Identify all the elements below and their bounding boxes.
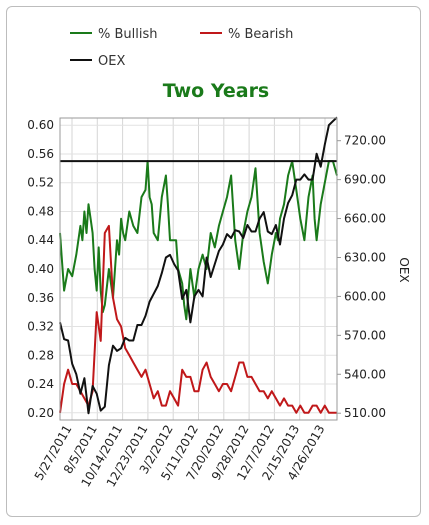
y-left-tick-label: 0.24 [27, 377, 54, 391]
legend-label-oex: OEX [98, 54, 125, 69]
series-line-bearish [59, 224, 337, 414]
y-left-tick-label: 0.28 [27, 348, 54, 362]
y-left-tick-label: 0.56 [27, 147, 54, 161]
y-right-tick-label: 600.00 [344, 289, 386, 303]
legend-label-bearish: % Bearish [228, 27, 293, 42]
series-line-oex [59, 116, 338, 415]
y-left-tick-label: 0.60 [27, 118, 54, 132]
y-right-tick-label: 510.00 [344, 406, 386, 420]
right-axis-title: OEX [397, 257, 411, 282]
series-line-bullish [59, 160, 338, 321]
legend: % Bullish % Bearish OEX [70, 27, 293, 69]
legend-label-bullish: % Bullish [98, 27, 158, 42]
y-left-tick-label: 0.48 [27, 204, 54, 218]
y-left-tick-label: 0.20 [27, 406, 54, 420]
series-layer [59, 116, 338, 415]
y-right-tick-label: 570.00 [344, 328, 386, 342]
y-left-tick-label: 0.32 [27, 320, 54, 334]
chart-title: Two Years [163, 80, 270, 102]
right-axis: 720.00 690.00 660.00 630.00 600.00 570.00 540.… [337, 134, 386, 420]
y-right-tick-label: 630.00 [344, 250, 386, 264]
x-axis: 5/27/20118/5/201110/14/201112/23/20113/2… [32, 423, 328, 490]
y-right-tick-label: 540.00 [344, 367, 386, 381]
y-left-tick-label: 0.36 [27, 291, 54, 305]
y-left-tick-label: 0.52 [27, 176, 54, 190]
y-right-tick-label: 720.00 [344, 134, 386, 148]
y-right-tick-label: 660.00 [344, 212, 386, 226]
plot-border [59, 117, 338, 421]
y-left-tick-label: 0.44 [27, 233, 54, 247]
left-axis: 0.60 0.56 0.52 0.48 0.44 0.40 0.36 0.32 0.28 0.24… [27, 118, 54, 420]
y-right-tick-label: 690.00 [344, 173, 386, 187]
y-left-tick-label: 0.40 [27, 262, 54, 276]
